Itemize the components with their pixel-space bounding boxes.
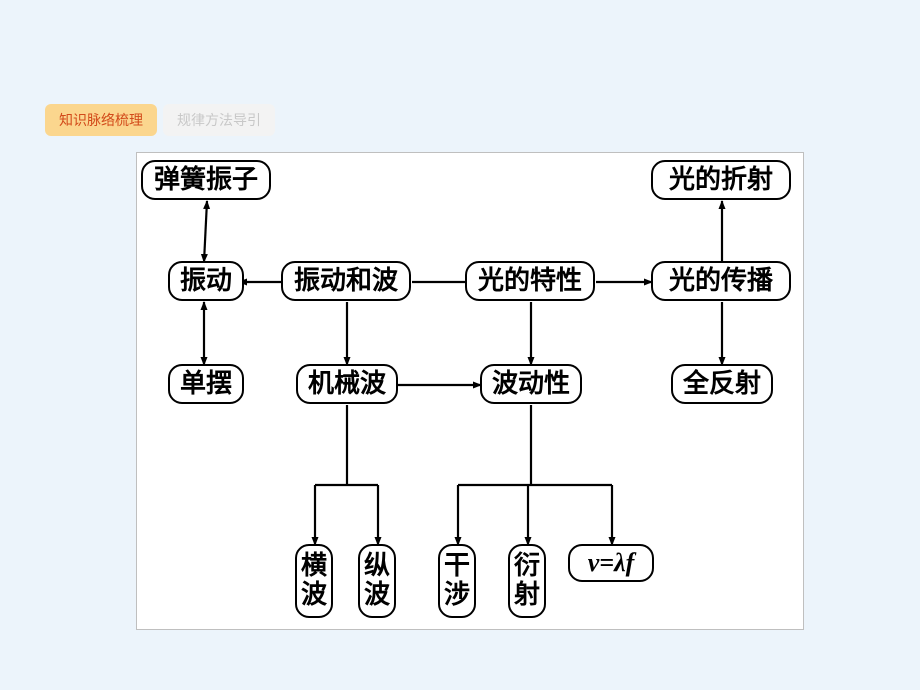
- node-refract: 光的折射: [651, 160, 791, 200]
- node-vibwave: 振动和波: [281, 261, 411, 301]
- node-trans: 横波: [295, 544, 333, 618]
- node-formula: v=λf: [568, 544, 654, 582]
- node-lighttrav: 光的传播: [651, 261, 791, 301]
- tab-1[interactable]: 规律方法导引: [163, 104, 275, 136]
- node-lightprop: 光的特性: [465, 261, 595, 301]
- node-pend: 单摆: [168, 364, 244, 404]
- node-wavyness: 波动性: [480, 364, 582, 404]
- tab-0[interactable]: 知识脉络梳理: [45, 104, 157, 136]
- node-vib: 振动: [168, 261, 244, 301]
- node-mech: 机械波: [296, 364, 398, 404]
- node-diffr: 衍射: [508, 544, 546, 618]
- node-spring: 弹簧振子: [141, 160, 271, 200]
- node-totref: 全反射: [671, 364, 773, 404]
- node-interf: 干涉: [438, 544, 476, 618]
- node-long: 纵波: [358, 544, 396, 618]
- page-root: 知识脉络梳理规律方法导引 弹簧振子 光的折射振动振动和波 光的特性 光的传播单摆 机械波…: [0, 0, 920, 690]
- tab-bar: 知识脉络梳理规律方法导引: [45, 104, 275, 136]
